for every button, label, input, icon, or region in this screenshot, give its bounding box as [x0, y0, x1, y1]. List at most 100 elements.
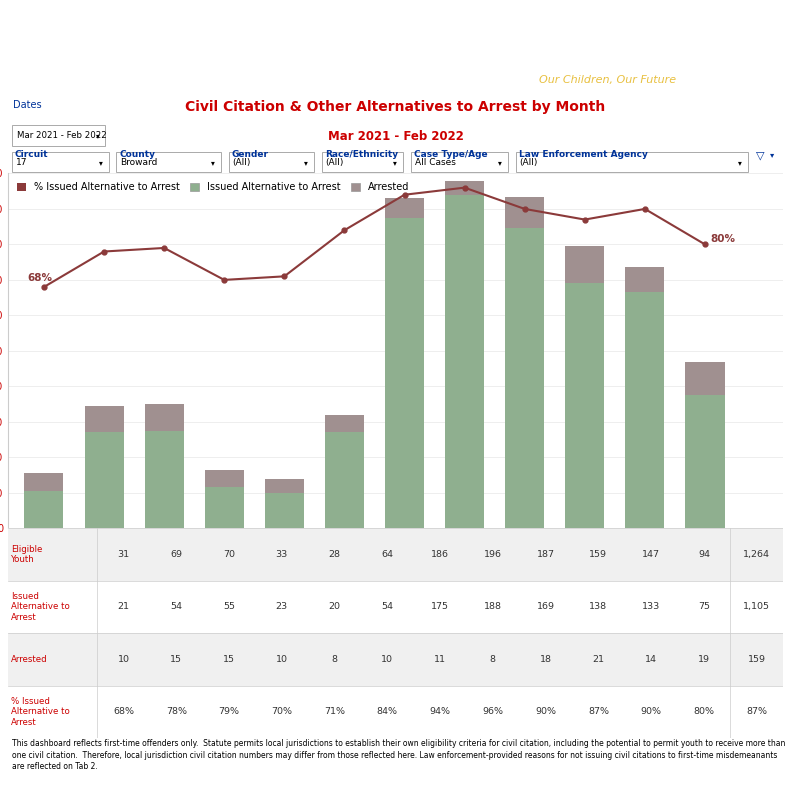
Text: 68%: 68%	[28, 273, 52, 284]
Text: 90%: 90%	[536, 707, 556, 717]
Text: Eligible
Youth: Eligible Youth	[11, 545, 43, 564]
Text: & Other Alternatives to Arrest: & Other Alternatives to Arrest	[16, 62, 235, 77]
Text: 159: 159	[589, 550, 607, 559]
Text: Circuit: Circuit	[15, 150, 48, 159]
Bar	[385, 218, 424, 528]
Text: 94: 94	[698, 550, 710, 559]
Bar	[145, 404, 184, 431]
Bar	[8, 686, 783, 738]
Text: 187: 187	[536, 550, 554, 559]
Bar	[626, 268, 664, 292]
Text: 71%: 71%	[324, 707, 345, 717]
Text: 11: 11	[434, 655, 446, 664]
Legend: % Issued Alternative to Arrest, Issued Alternative to Arrest, Arrested: % Issued Alternative to Arrest, Issued A…	[13, 178, 414, 196]
Text: 64: 64	[381, 550, 393, 559]
Text: 15: 15	[223, 655, 235, 664]
Bar	[516, 152, 748, 172]
Text: Law Enforcement Agency: Law Enforcement Agency	[519, 150, 648, 159]
Text: (All): (All)	[233, 158, 251, 166]
Bar	[25, 491, 63, 528]
Text: 79%: 79%	[218, 707, 240, 717]
Bar	[445, 181, 484, 195]
Text: 75: 75	[698, 603, 710, 611]
Text: 186: 186	[431, 550, 449, 559]
Text: 196: 196	[484, 550, 501, 559]
Text: 78%: 78%	[165, 707, 187, 717]
Text: 87%: 87%	[588, 707, 609, 717]
Text: 70: 70	[223, 550, 235, 559]
Text: 87%: 87%	[746, 707, 767, 717]
Bar	[445, 195, 484, 528]
Text: County: County	[119, 150, 156, 159]
Text: Broward: Broward	[120, 158, 157, 166]
Text: 18: 18	[539, 655, 551, 664]
Text: 54: 54	[381, 603, 393, 611]
Text: Civil Citation & Other Alternatives to Arrest by Month: Civil Citation & Other Alternatives to A…	[185, 101, 606, 115]
Text: 10: 10	[276, 655, 288, 664]
Text: 10: 10	[117, 655, 130, 664]
Bar	[205, 487, 244, 528]
Text: (All): (All)	[326, 158, 344, 166]
Bar	[325, 415, 364, 432]
Text: 23: 23	[276, 603, 288, 611]
Text: 21: 21	[117, 603, 130, 611]
Bar	[116, 152, 221, 172]
Text: Our Children, Our Future: Our Children, Our Future	[539, 74, 676, 85]
Text: Dashboard: Dashboard	[283, 30, 504, 63]
Text: 33: 33	[275, 550, 288, 559]
Text: ▾: ▾	[393, 158, 397, 166]
Bar	[145, 431, 184, 528]
Text: 14: 14	[645, 655, 657, 664]
Text: ▾: ▾	[770, 150, 774, 159]
Bar	[8, 634, 783, 686]
Text: ▽: ▽	[756, 150, 764, 160]
Bar	[325, 432, 364, 528]
Bar	[566, 284, 604, 528]
Text: 31: 31	[117, 550, 130, 559]
Text: 20: 20	[328, 603, 341, 611]
Text: 1,264: 1,264	[744, 550, 770, 559]
Text: 15: 15	[170, 655, 182, 664]
Text: 188: 188	[484, 603, 501, 611]
Text: ▾: ▾	[211, 158, 215, 166]
Text: 69: 69	[170, 550, 182, 559]
Bar	[25, 474, 63, 491]
Bar	[626, 292, 664, 528]
Text: 8: 8	[331, 655, 338, 664]
Text: Mar 2021 - Feb 2022: Mar 2021 - Feb 2022	[17, 131, 107, 140]
Text: Gender: Gender	[232, 150, 269, 159]
Text: 1,105: 1,105	[744, 603, 770, 611]
Bar	[8, 528, 783, 581]
Text: 70%: 70%	[271, 707, 292, 717]
Text: Race/Ethnicity: Race/Ethnicity	[325, 150, 398, 159]
Text: 133: 133	[642, 603, 660, 611]
Text: % Issued
Alternative to
Arrest: % Issued Alternative to Arrest	[11, 697, 70, 727]
Text: 17: 17	[16, 158, 27, 166]
Bar	[265, 493, 304, 528]
Text: Case Type/Age: Case Type/Age	[414, 150, 488, 159]
Text: 96%: 96%	[483, 707, 503, 717]
Text: 169: 169	[536, 603, 554, 611]
Bar	[265, 478, 304, 493]
Bar	[411, 152, 508, 172]
Text: 175: 175	[431, 603, 449, 611]
Bar	[12, 152, 108, 172]
Text: 159: 159	[747, 655, 766, 664]
Text: Mar 2021 - Feb 2022: Mar 2021 - Feb 2022	[327, 130, 464, 143]
Text: JUVENILE JUSTICE: JUVENILE JUSTICE	[516, 39, 721, 59]
Bar	[505, 196, 544, 228]
Bar	[322, 152, 403, 172]
Text: 90%: 90%	[641, 707, 661, 717]
Text: 80%: 80%	[710, 234, 736, 244]
Text: Issued
Alternative to
Arrest: Issued Alternative to Arrest	[11, 592, 70, 622]
Text: 10: 10	[381, 655, 393, 664]
Text: 84%: 84%	[377, 707, 398, 717]
Text: ▾: ▾	[498, 158, 501, 166]
Text: 138: 138	[589, 603, 607, 611]
Text: 94%: 94%	[430, 707, 451, 717]
Bar	[85, 432, 123, 528]
Bar	[229, 152, 314, 172]
Text: Florida Department of: Florida Department of	[539, 13, 662, 23]
Bar	[686, 361, 725, 395]
Bar	[385, 198, 424, 218]
